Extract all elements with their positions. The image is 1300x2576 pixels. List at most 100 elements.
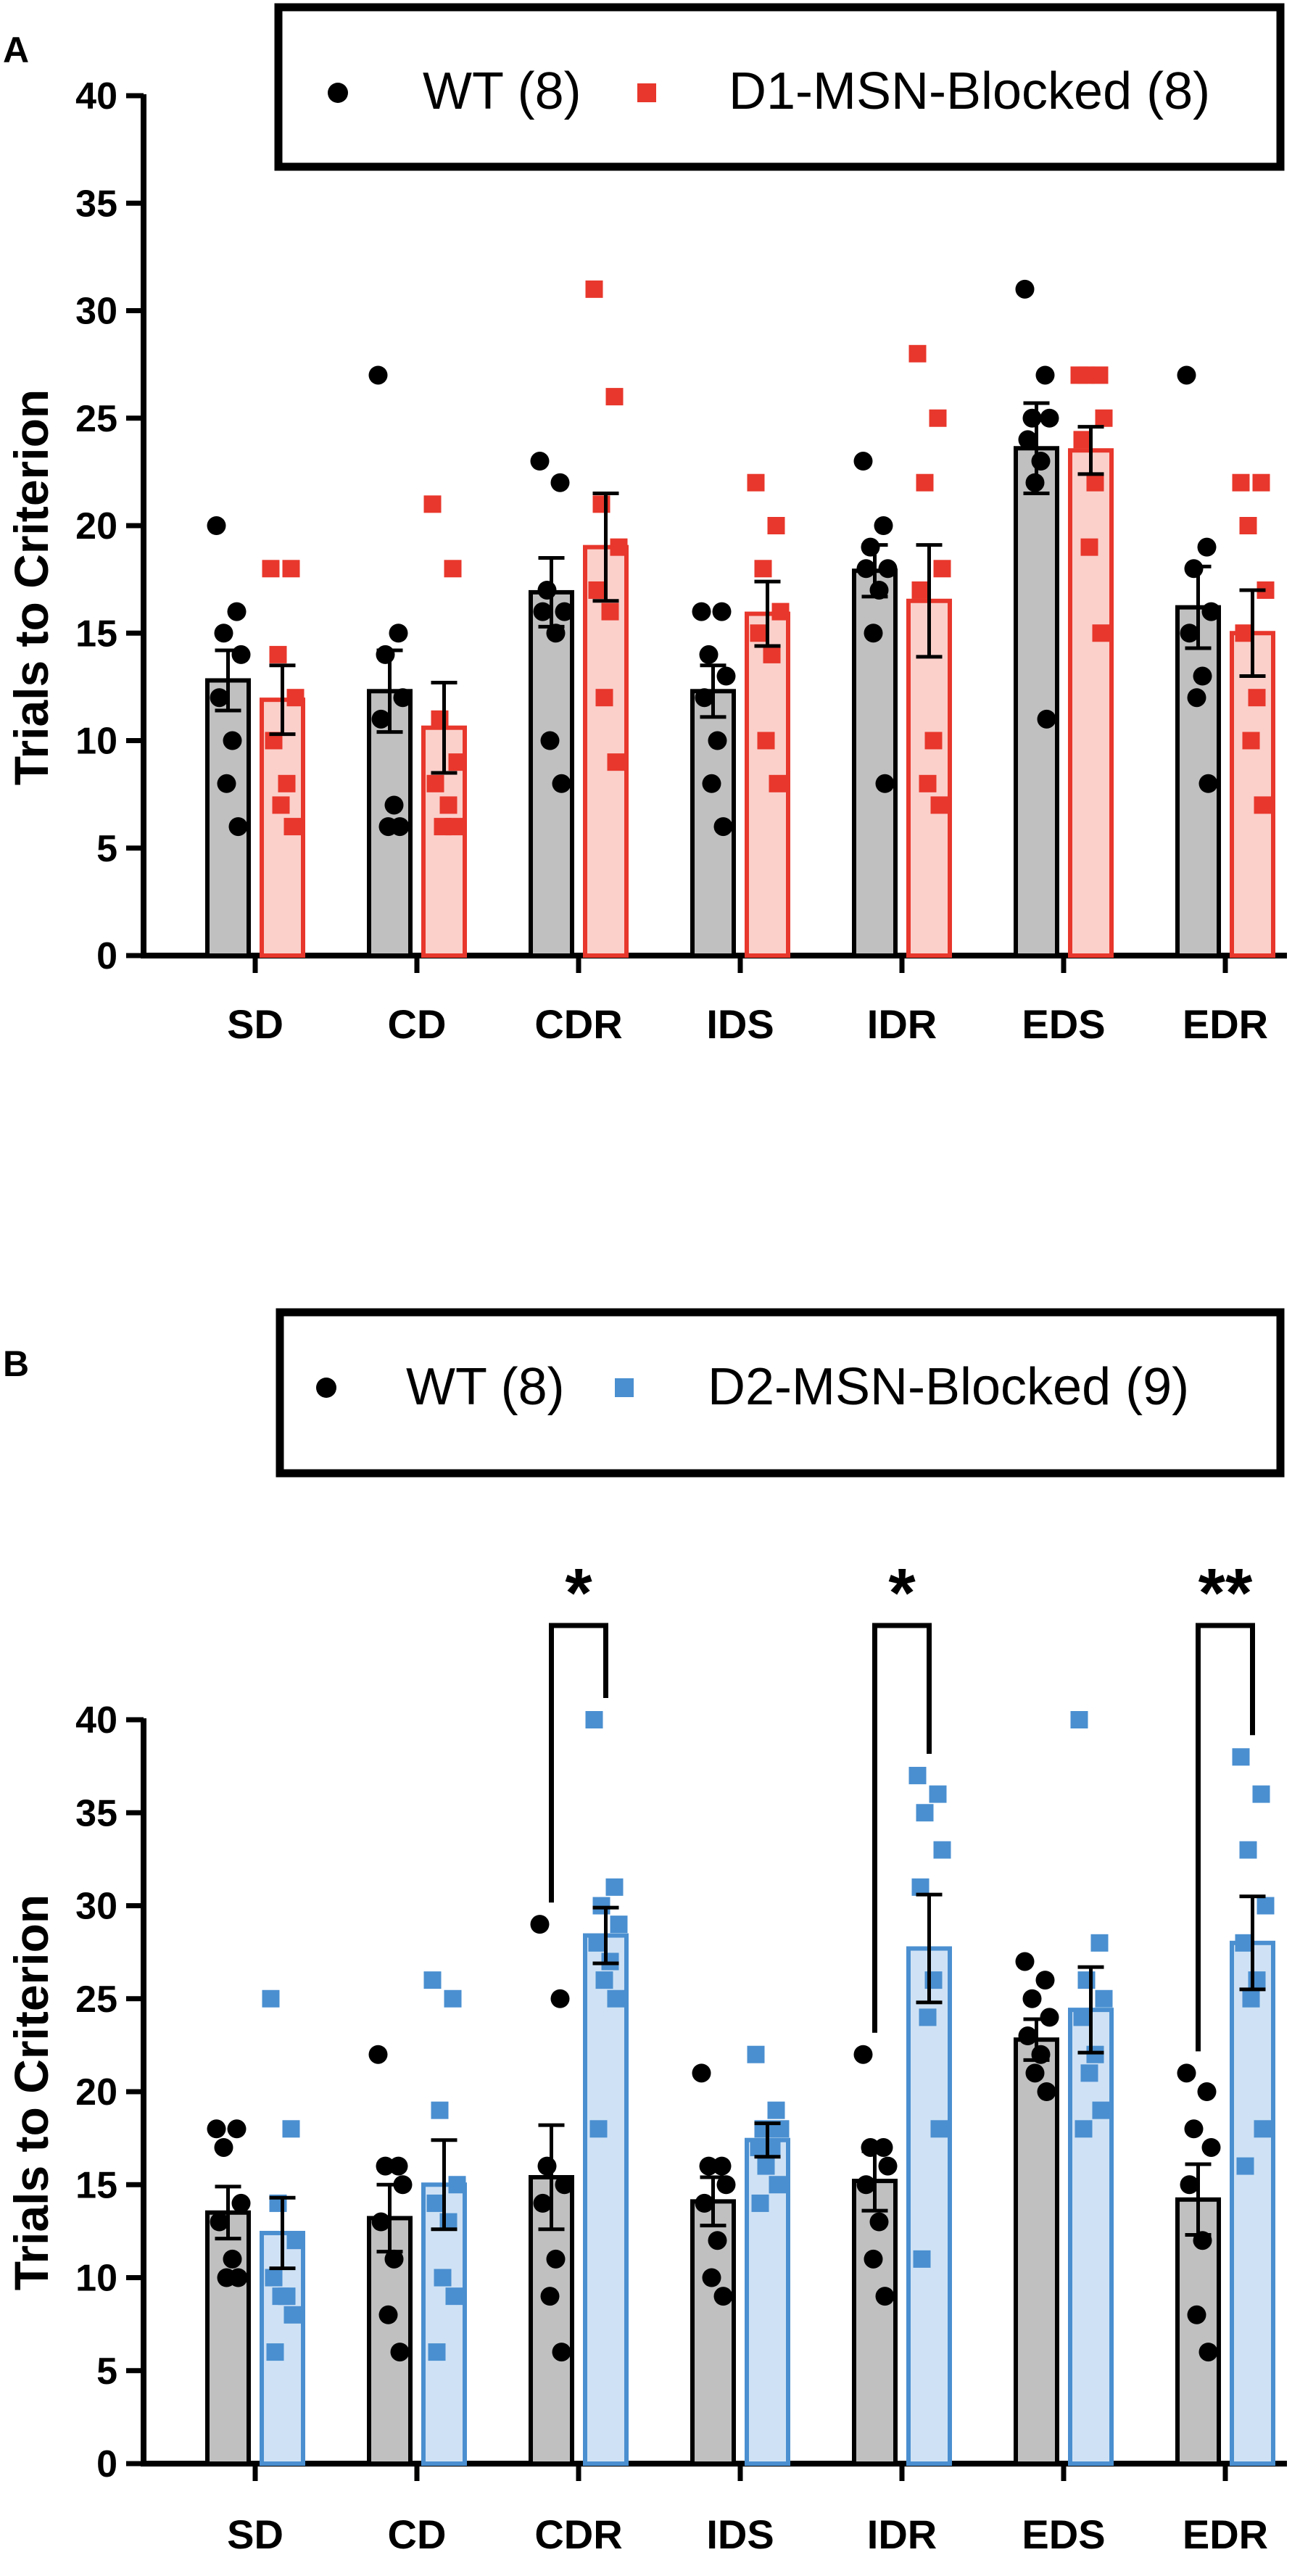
point-wt-eds (1018, 2026, 1038, 2046)
point-wt-cd (371, 2212, 391, 2232)
y-tick-label: 40 (75, 75, 117, 117)
point-wt-edr (1197, 537, 1217, 557)
point-d2-msn-blocked-eds (1073, 2008, 1091, 2026)
panel-label: B (3, 1343, 29, 1384)
point-wt-cdr (555, 2175, 574, 2195)
legend-label-d2-msn-blocked: D2-MSN-Blocked (9) (708, 1358, 1189, 1416)
point-wt-cdr (550, 473, 570, 492)
point-d2-msn-blocked-eds (1092, 2101, 1110, 2119)
point-d2-msn-blocked-cdr (605, 1878, 624, 1896)
point-wt-sd (217, 774, 236, 793)
point-d1-msn-blocked-idr (929, 409, 947, 427)
point-wt-sd (227, 602, 247, 621)
point-d1-msn-blocked-ids (757, 732, 775, 750)
legend-marker-wt (328, 83, 348, 103)
significance-label-idr: * (888, 1554, 916, 1632)
point-wt-edr (1197, 2082, 1217, 2101)
point-wt-edr (1184, 2119, 1204, 2139)
x-tick-label-eds: EDS (1022, 2511, 1105, 2557)
point-d1-msn-blocked-eds (1095, 409, 1113, 427)
point-wt-ids (692, 602, 711, 621)
legend-box (276, 1308, 1285, 1478)
x-tick-label-cd: CD (388, 2511, 447, 2557)
point-d1-msn-blocked-edr (1248, 689, 1266, 707)
point-wt-cd (389, 2156, 408, 2176)
point-wt-ids (699, 2156, 719, 2176)
point-d2-msn-blocked-cd (426, 2194, 444, 2212)
y-axis-label: Trials to Criterion (4, 1894, 58, 2290)
point-wt-eds (1037, 709, 1056, 729)
y-tick-label: 5 (96, 2351, 117, 2393)
significance-bracket-cdr (549, 1623, 608, 1903)
point-d2-msn-blocked-cd (444, 1989, 462, 2008)
point-wt-cdr (546, 2249, 566, 2269)
point-wt-edr (1187, 688, 1206, 708)
bar-d2-msn-blocked-cdr (583, 1933, 629, 2467)
point-d1-msn-blocked-idr (916, 473, 934, 492)
point-d2-msn-blocked-sd (266, 2343, 284, 2361)
point-wt-ids (699, 645, 719, 664)
point-wt-edr (1193, 666, 1212, 686)
point-d2-msn-blocked-sd (282, 2120, 300, 2138)
point-wt-sd (207, 2119, 226, 2139)
point-d1-msn-blocked-idr (908, 344, 927, 363)
point-wt-ids (713, 2287, 733, 2306)
point-d2-msn-blocked-cd (434, 2269, 452, 2287)
point-d2-msn-blocked-edr (1239, 1841, 1257, 1859)
point-wt-ids (692, 2063, 711, 2083)
point-d1-msn-blocked-ids (767, 517, 785, 534)
point-wt-idr (864, 2249, 883, 2269)
point-wt-cdr (537, 580, 557, 600)
y-tick-label: 25 (75, 1979, 117, 2021)
point-wt-sd (227, 2119, 247, 2139)
point-wt-ids (708, 731, 727, 750)
point-wt-edr (1187, 2305, 1206, 2324)
point-d2-msn-blocked-cd (423, 1971, 442, 1989)
point-d2-msn-blocked-idr (933, 1841, 951, 1859)
point-wt-idr (853, 452, 873, 471)
point-d1-msn-blocked-edr (1232, 473, 1250, 492)
point-d1-msn-blocked-cd (445, 818, 463, 836)
bar-d2-msn-blocked-cd (421, 2182, 467, 2466)
point-d1-msn-blocked-ids (747, 473, 765, 492)
point-wt-ids (716, 666, 736, 686)
point-wt-idr (875, 774, 895, 793)
point-wt-cdr (552, 774, 571, 793)
point-wt-cdr (540, 731, 560, 750)
point-wt-idr (856, 559, 876, 579)
point-wt-idr (875, 2287, 895, 2306)
point-d2-msn-blocked-cdr (607, 1989, 625, 2008)
point-wt-cd (368, 365, 388, 385)
significance-bracket-idr (872, 1623, 932, 2033)
point-wt-cd (371, 709, 391, 729)
legend-marker-d1-msn-blocked (637, 83, 656, 102)
point-wt-idr (874, 516, 893, 535)
x-tick-label-idr: IDR (867, 2511, 937, 2557)
x-tick-label-edr: EDR (1183, 2511, 1268, 2557)
point-wt-idr (853, 2045, 873, 2064)
point-wt-sd (231, 645, 251, 664)
y-tick-label: 15 (75, 2164, 117, 2206)
point-d1-msn-blocked-edr (1254, 796, 1272, 814)
point-wt-eds (1031, 452, 1051, 471)
point-d1-msn-blocked-cdr (610, 538, 628, 556)
point-d1-msn-blocked-sd (283, 818, 302, 836)
legend: WT (8) D2-MSN-Blocked (9) (276, 1308, 1285, 1478)
point-wt-cd (384, 795, 404, 815)
point-wt-cdr (550, 1989, 570, 2008)
y-tick-label: 35 (75, 183, 117, 225)
x-tick-label-cd: CD (388, 1001, 447, 1047)
y-tick-label: 30 (75, 291, 117, 333)
point-wt-cd (376, 2156, 395, 2176)
point-d2-msn-blocked-cd (445, 2287, 463, 2306)
point-d2-msn-blocked-edr (1252, 1785, 1270, 1803)
y-tick-label: 15 (75, 613, 117, 655)
point-wt-idr (864, 624, 883, 643)
point-d2-msn-blocked-eds (1080, 2064, 1098, 2082)
point-wt-cdr (533, 602, 552, 621)
point-d1-msn-blocked-eds (1073, 431, 1091, 449)
point-d2-msn-blocked-eds (1090, 1934, 1109, 1952)
point-d1-msn-blocked-edr (1242, 732, 1260, 750)
point-wt-sd (223, 2249, 242, 2269)
